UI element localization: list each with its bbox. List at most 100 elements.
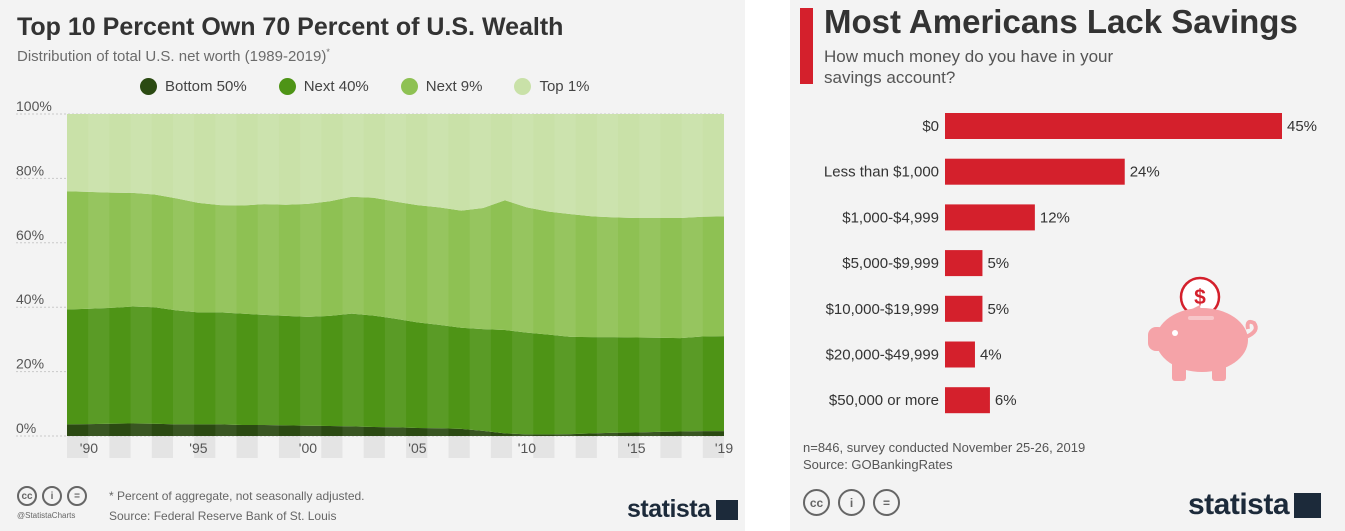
cc-icon-right: cc xyxy=(803,489,830,516)
legend-label-next-9: Next 9% xyxy=(425,78,483,95)
x-axis-year-band xyxy=(321,436,343,458)
y-tick-label: 100% xyxy=(16,98,52,114)
area-year-stripe xyxy=(469,114,491,436)
area-series-next-40 xyxy=(67,306,724,435)
x-axis-year-band xyxy=(533,436,555,458)
legend-item-top-1: Top 1% xyxy=(514,78,590,95)
statista-logo-right-icon xyxy=(1294,492,1322,518)
area-year-stripe xyxy=(130,114,152,436)
bar-category-label: $20,000-$49,999 xyxy=(826,347,939,364)
area-year-stripe xyxy=(172,114,195,436)
legend-item-next-9: Next 9% xyxy=(400,78,483,95)
area-year-stripe xyxy=(300,114,322,436)
x-tick-label: '00 xyxy=(299,440,317,456)
piggy-bank-icon: $ xyxy=(1148,276,1258,381)
bar-category-label: $10,000-$19,999 xyxy=(826,301,939,318)
x-axis-year-band xyxy=(406,436,428,458)
savings-survey-note: n=846, survey conducted November 25-26, … xyxy=(803,440,1086,455)
wealth-source: Source: Federal Reserve Bank of St. Loui… xyxy=(109,509,337,523)
y-tick-label: 20% xyxy=(16,356,44,372)
legend-swatch-bottom-50 xyxy=(140,78,157,95)
x-axis-year-band xyxy=(363,436,385,458)
statista-logo-right: statista xyxy=(1188,488,1322,522)
wealth-chart-subtitle-text: Distribution of total U.S. net worth (19… xyxy=(17,48,327,65)
savings-chart-panel xyxy=(790,0,1345,531)
x-axis-year-band xyxy=(278,436,301,458)
svg-text:$: $ xyxy=(1194,286,1206,309)
bar-category-label: $0 xyxy=(922,118,939,135)
x-axis-year-band xyxy=(448,436,470,458)
savings-chart-subtitle-line1: How much money do you have in your xyxy=(824,47,1114,66)
bar-value-label: 24% xyxy=(1130,164,1160,181)
area-year-stripe xyxy=(427,114,449,436)
bar-value-label: 45% xyxy=(1287,118,1317,135)
x-axis-year-band xyxy=(194,436,216,458)
wealth-area-chart: 0% 20% 40% 60% 80% 100% '90 '95 '00 '05 '10 '15 '19 xyxy=(16,98,733,458)
x-tick-label: '90 xyxy=(80,440,98,456)
statista-handle: @StatistaCharts xyxy=(17,511,76,520)
y-tick-label: 0% xyxy=(16,420,36,436)
savings-bar xyxy=(945,387,990,414)
bar-category-label: $50,000 or more xyxy=(829,392,939,409)
no-derivatives-icon: = xyxy=(67,486,87,506)
x-axis-year-band xyxy=(660,436,682,458)
x-tick-label: '15 xyxy=(627,440,645,456)
y-tick-label: 80% xyxy=(16,162,44,178)
area-year-stripe xyxy=(596,114,619,436)
x-tick-label: '10 xyxy=(518,440,536,456)
bar-value-label: 5% xyxy=(987,301,1009,318)
attribution-icon-right: i xyxy=(838,489,865,516)
x-tick-label: '95 xyxy=(189,440,207,456)
savings-bar xyxy=(945,204,1035,231)
x-tick-label: '05 xyxy=(408,440,426,456)
x-axis-year-band xyxy=(618,436,640,458)
legend-label-bottom-50: Bottom 50% xyxy=(165,78,247,95)
right-license-icons: cc i = xyxy=(803,489,908,516)
area-year-stripe xyxy=(257,114,279,436)
bar-category-label: $1,000-$4,999 xyxy=(842,209,939,226)
attribution-icon: i xyxy=(42,486,62,506)
y-tick-label: 60% xyxy=(16,227,44,243)
area-year-stripe xyxy=(554,114,576,436)
legend-label-top-1: Top 1% xyxy=(539,78,590,95)
wealth-footnote: * Percent of aggregate, not seasonally a… xyxy=(109,489,365,503)
statista-logo-right-text: statista xyxy=(1188,488,1290,521)
savings-bar xyxy=(945,250,983,277)
bar-category-label: Less than $1,000 xyxy=(824,164,939,181)
x-axis-year-band xyxy=(236,436,258,458)
area-year-stripe xyxy=(639,114,661,436)
legend-item-bottom-50: Bottom 50% xyxy=(140,78,247,95)
savings-source: Source: GOBankingRates xyxy=(803,457,953,472)
legend-swatch-next-9 xyxy=(400,78,418,95)
area-series-next-9 xyxy=(67,191,724,339)
wealth-chart-panel: Top 10 Percent Own 70 Percent of U.S. We… xyxy=(0,0,745,531)
area-series-top-1 xyxy=(67,114,724,219)
y-tick-label: 40% xyxy=(16,291,44,307)
x-axis-year-band xyxy=(490,436,513,458)
bar-value-label: 6% xyxy=(995,392,1017,409)
statista-logo-left: statista xyxy=(627,495,738,524)
savings-bar xyxy=(945,158,1125,185)
wealth-chart-legend: Bottom 50% Next 40% Next 9% Top 1% xyxy=(140,78,622,95)
area-series-bottom-50 xyxy=(67,423,724,436)
savings-bar xyxy=(945,341,975,368)
legend-item-next-40: Next 40% xyxy=(278,78,369,95)
x-axis-year-band xyxy=(702,436,724,458)
wealth-chart-subtitle: Distribution of total U.S. net worth (19… xyxy=(17,47,330,65)
bar-value-label: 5% xyxy=(987,255,1009,272)
bar-value-label: 12% xyxy=(1040,209,1070,226)
savings-chart-subtitle-line2: savings account? xyxy=(824,68,956,87)
legend-swatch-next-40 xyxy=(278,78,296,95)
area-year-stripe xyxy=(384,114,407,436)
x-axis-year-band xyxy=(67,436,89,458)
area-year-stripe xyxy=(88,114,110,436)
savings-bar xyxy=(945,113,1282,139)
x-axis-year-band xyxy=(109,436,131,458)
x-axis-year-band xyxy=(575,436,597,458)
savings-bar xyxy=(945,295,983,322)
area-year-stripe xyxy=(681,114,703,436)
no-derivatives-icon-right: = xyxy=(873,489,900,516)
left-license-icons: cc i = xyxy=(17,486,92,506)
savings-bar-chart: $0 45% Less than $1,000 24% $1,000-$4,999 12%… xyxy=(824,113,1317,414)
statista-logo-left-text: statista xyxy=(627,495,711,523)
